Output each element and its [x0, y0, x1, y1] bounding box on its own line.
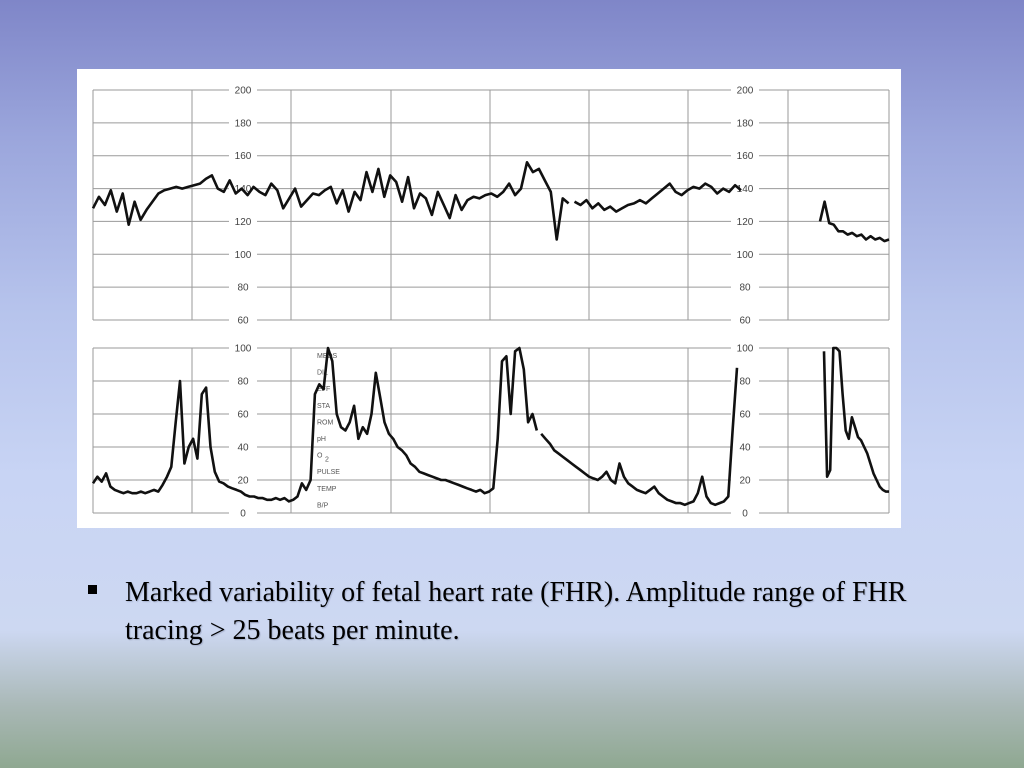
- y-tick-label: 200: [737, 86, 754, 97]
- y-tick-label: 40: [237, 443, 249, 454]
- tick-label-bg: [731, 342, 759, 354]
- y-tick-label: 80: [237, 283, 249, 294]
- y-tick-label: 0: [240, 509, 246, 520]
- caption-text: Marked variability of fetal heart rate (…: [125, 577, 907, 646]
- tick-label-bg: [229, 441, 257, 453]
- fhr-strip-image: 200 180 160 140 120 100 80 60 200 180 160 140 120 100…: [77, 69, 901, 528]
- fhr-trace-lower-seg1: [91, 346, 539, 503]
- tick-label-bg: [731, 507, 759, 519]
- tick-label-bg: [229, 116, 257, 129]
- y-tick-label: 120: [737, 217, 754, 228]
- y-tick-label: 100: [235, 344, 252, 355]
- y-tick-label: 0: [742, 509, 748, 520]
- tick-label-bg: [229, 84, 257, 96]
- bullet-square-icon: [88, 585, 97, 594]
- fhr-trace-lower-seg3: [822, 346, 889, 493]
- side-label: STA: [317, 403, 330, 410]
- tick-label-bg: [731, 474, 759, 486]
- tick-label-bg: [731, 441, 759, 453]
- side-label: pH: [317, 436, 326, 443]
- tick-label-bg: [229, 507, 257, 519]
- side-label: O: [317, 453, 323, 460]
- bullet-item: Marked variability of fetal heart rate (…: [88, 574, 908, 650]
- fhr-trace-upper-seg2: [573, 182, 742, 213]
- tick-label-bg: [731, 314, 759, 326]
- side-label: TEMP: [317, 486, 337, 493]
- y-tick-label: 160: [737, 151, 754, 162]
- y-tick-label: 100: [737, 344, 754, 355]
- y-tick-label: 20: [739, 476, 751, 487]
- tick-label-bg: [229, 375, 257, 387]
- y-tick-label: 60: [739, 410, 751, 421]
- y-tick-label: 60: [237, 410, 249, 421]
- tick-label-bg: [731, 215, 759, 228]
- tick-label-bg: [731, 84, 759, 96]
- y-tick-label: 20: [237, 476, 249, 487]
- y-tick-label: 100: [737, 250, 754, 261]
- y-tick-label: 180: [235, 118, 252, 129]
- side-label-subscript: 2: [325, 457, 329, 464]
- tick-label-bg: [731, 149, 759, 162]
- side-label: ROM: [317, 419, 334, 426]
- tick-label-bg: [229, 149, 257, 162]
- y-tick-label: 200: [235, 86, 252, 97]
- tick-label-bg: [731, 375, 759, 387]
- y-tick-label: 100: [235, 250, 252, 261]
- tick-label-bg: [731, 408, 759, 420]
- y-tick-label: 180: [737, 118, 754, 129]
- y-tick-label: 60: [237, 316, 249, 327]
- side-label: PULSE: [317, 469, 340, 476]
- y-tick-label: 120: [235, 217, 252, 228]
- y-tick-label: 60: [739, 316, 751, 327]
- tick-label-bg: [229, 408, 257, 420]
- y-tick-label: 40: [739, 443, 751, 454]
- tick-label-bg: [731, 116, 759, 129]
- tick-label-bg: [229, 314, 257, 326]
- y-tick-label: 160: [235, 151, 252, 162]
- side-label: B/P: [317, 502, 329, 509]
- y-tick-label: 80: [237, 377, 249, 388]
- tick-label-bg: [731, 182, 759, 195]
- fhr-trace-upper-seg3: [818, 200, 890, 243]
- y-tick-label: 80: [739, 377, 751, 388]
- tick-label-bg: [229, 342, 257, 354]
- tick-label-bg: [731, 281, 759, 294]
- tick-label-bg: [731, 248, 759, 261]
- tick-label-bg: [229, 281, 257, 294]
- y-tick-label: 140: [737, 184, 754, 195]
- side-label: DIL: [317, 370, 328, 377]
- fhr-trace-upper-seg1: [91, 161, 570, 241]
- fhr-strip-svg: 2001801601401201008060200180160140120100…: [91, 84, 890, 520]
- tick-label-bg: [229, 215, 257, 228]
- tick-label-bg: [229, 248, 257, 261]
- fhr-trace-lower-seg2: [540, 367, 739, 507]
- y-tick-label: 80: [739, 283, 751, 294]
- tick-label-bg: [229, 474, 257, 486]
